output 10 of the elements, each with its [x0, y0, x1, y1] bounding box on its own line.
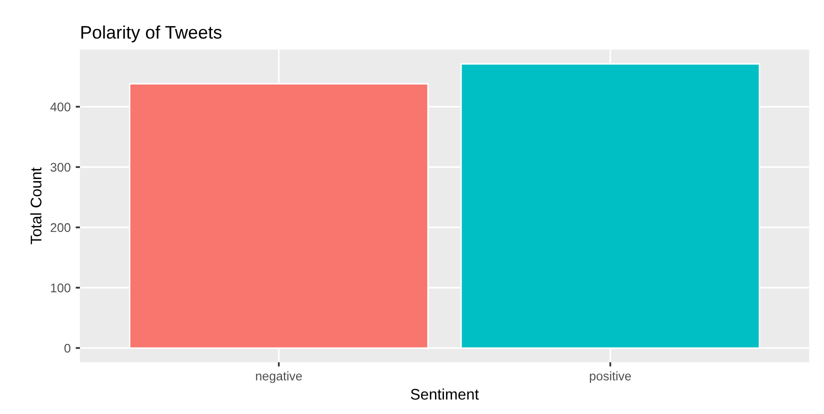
y-tick-label: 400: [50, 102, 70, 112]
x-tick-label: negative: [256, 371, 302, 383]
y-tick-label: 200: [50, 223, 70, 232]
y-axis-title: Total Count: [30, 167, 42, 244]
y-tick-label: 0: [64, 344, 70, 353]
y-tick-label: 300: [50, 162, 70, 172]
y-tick-label: 100: [51, 283, 70, 292]
x-tick-label: positive: [590, 371, 631, 383]
chart-title: Polarity of Tweets: [81, 25, 222, 42]
x-axis-title: Sentiment: [410, 388, 479, 400]
